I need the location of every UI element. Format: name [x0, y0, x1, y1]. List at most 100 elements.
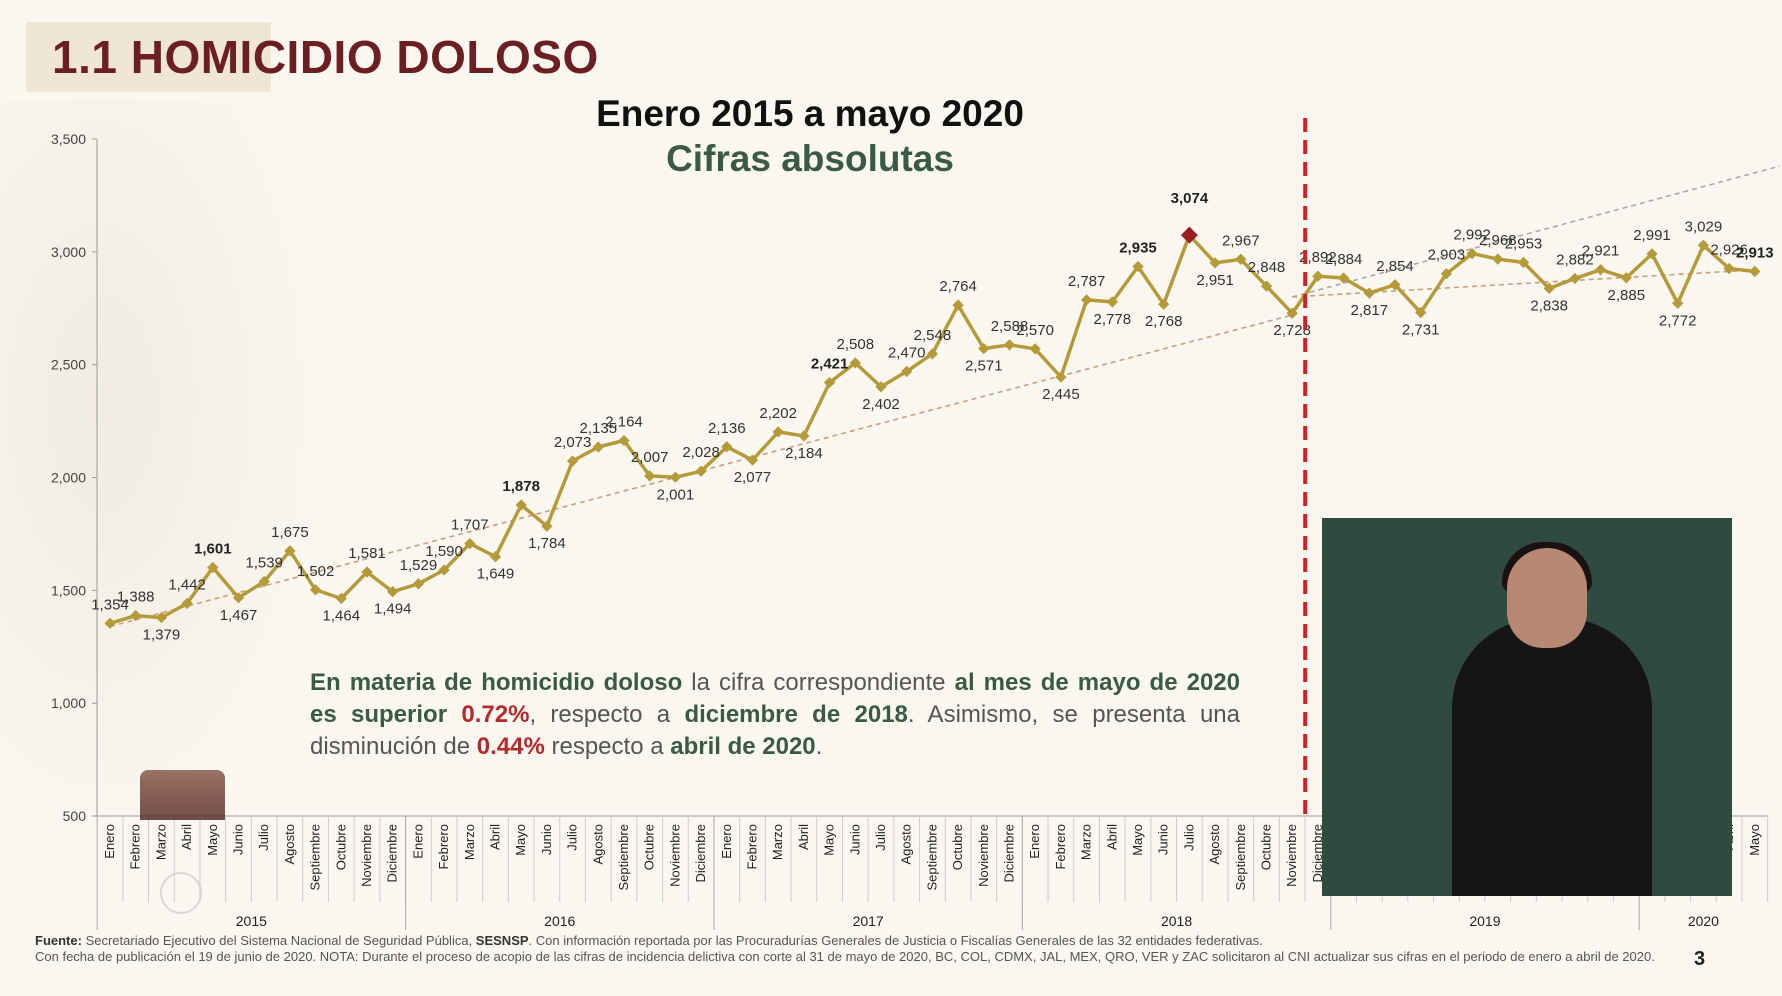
data-label: 2,028 [682, 444, 720, 461]
month-label: Mayo [822, 824, 837, 856]
data-label: 2,882 [1556, 251, 1594, 268]
data-label: 2,508 [837, 336, 875, 353]
data-point [232, 592, 245, 604]
data-point [1055, 371, 1067, 383]
month-label: Julio [256, 824, 271, 851]
month-label: Noviembre [976, 824, 991, 887]
month-label: Enero [102, 824, 117, 859]
year-label: 2016 [544, 913, 575, 929]
data-label: 2,817 [1351, 302, 1389, 319]
sign-language-interpreter-video [1322, 518, 1732, 896]
data-label: 2,001 [657, 486, 695, 503]
month-label: Septiembre [616, 824, 631, 890]
page-number: 3 [1694, 948, 1706, 970]
data-point [387, 586, 399, 598]
data-point [438, 564, 450, 576]
data-point [1260, 280, 1273, 292]
summary-text: En materia de homicidio doloso la cifra … [310, 667, 1240, 763]
data-label: 2,731 [1402, 322, 1440, 339]
month-label: Abril [488, 824, 503, 850]
interpreter-body [1452, 618, 1652, 896]
data-point [412, 578, 425, 590]
seal-logo [160, 872, 202, 914]
data-point [1543, 282, 1555, 295]
summary-part: . [815, 733, 823, 760]
data-point [772, 426, 784, 438]
data-label: 2,892 [1299, 249, 1337, 266]
data-point [823, 376, 836, 389]
projection-line [1291, 165, 1781, 298]
data-label: 1,442 [168, 576, 206, 593]
data-label: 1,502 [297, 563, 335, 580]
month-label: Septiembre [1233, 824, 1248, 890]
data-label: 2,967 [1222, 232, 1260, 249]
data-label: 2,778 [1094, 311, 1132, 328]
data-point [1312, 270, 1324, 282]
month-label: Julio [873, 824, 888, 851]
data-label: 2,728 [1273, 322, 1311, 339]
chart-title: Enero 2015 a mayo 2020 [596, 93, 1024, 134]
data-point [644, 470, 656, 482]
month-label: Marzo [1079, 824, 1094, 860]
month-label: Junio [847, 824, 862, 855]
data-label: 1,581 [348, 545, 386, 562]
data-point [335, 592, 347, 605]
data-point [901, 365, 913, 378]
y-tick-label: 2,000 [51, 470, 86, 486]
data-label: 2,402 [862, 396, 900, 413]
data-point [1003, 339, 1016, 351]
data-point [1235, 253, 1247, 265]
data-point [155, 611, 168, 624]
data-point [207, 561, 219, 574]
data-label: 2,884 [1325, 251, 1363, 268]
header-band [26, 22, 271, 92]
data-label: 1,464 [323, 607, 361, 624]
y-tick-label: 3,000 [51, 244, 86, 260]
month-label: Julio [1181, 824, 1196, 851]
data-point [1620, 272, 1632, 284]
data-label: 2,854 [1376, 258, 1414, 275]
data-label: 2,903 [1428, 247, 1466, 264]
data-point [875, 381, 887, 393]
summary-part: , respecto a [529, 701, 685, 728]
data-point [566, 455, 579, 467]
footer-source-acronym: SESNSP [475, 933, 529, 948]
data-label: 1,649 [477, 566, 515, 583]
data-label: 1,675 [271, 524, 309, 541]
data-label: 2,007 [631, 449, 669, 466]
data-label: 2,953 [1505, 235, 1543, 252]
data-label: 2,848 [1248, 259, 1286, 276]
month-label: Febrero [128, 824, 143, 870]
month-label: Febrero [745, 824, 760, 870]
data-point [798, 430, 810, 442]
data-label: 2,764 [939, 278, 977, 295]
data-label: 1,784 [528, 535, 566, 552]
data-label: 1,494 [374, 601, 412, 618]
summary-percent: 0.44% [476, 733, 545, 760]
year-label: 2019 [1469, 913, 1500, 929]
summary-part: En materia de homicidio doloso [310, 669, 683, 696]
data-point [1415, 306, 1427, 319]
month-label: Octubre [333, 824, 348, 870]
month-label: Abril [179, 824, 194, 850]
data-point [1337, 272, 1350, 284]
data-label: 2,992 [1453, 227, 1491, 244]
footer-source-label: Fuente: [35, 933, 82, 948]
data-point [1517, 256, 1530, 269]
data-label: 2,768 [1145, 313, 1183, 330]
data-label: 2,421 [811, 355, 849, 372]
year-label: 2018 [1161, 913, 1192, 929]
data-point [926, 348, 939, 360]
data-point [515, 499, 527, 511]
data-point [1492, 253, 1504, 265]
data-label: 1,707 [451, 517, 489, 534]
data-label: 1,529 [400, 557, 438, 574]
data-point [746, 454, 759, 466]
data-label: 2,838 [1530, 297, 1568, 314]
data-label: 2,772 [1659, 312, 1697, 329]
data-label: 2,885 [1608, 287, 1646, 304]
data-label: 2,445 [1042, 386, 1080, 403]
data-point [1594, 264, 1607, 276]
data-point [1440, 268, 1453, 280]
month-label: Mayo [513, 824, 528, 856]
